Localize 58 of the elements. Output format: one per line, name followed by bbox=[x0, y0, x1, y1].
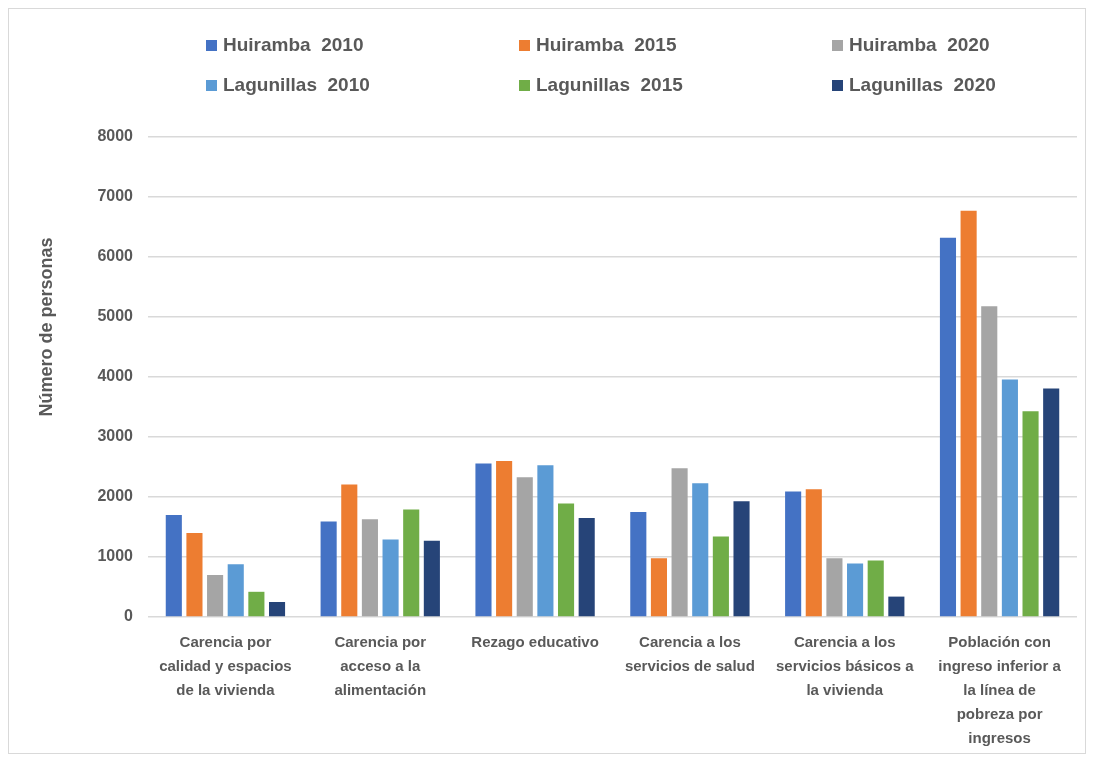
bar bbox=[1001, 379, 1018, 617]
bar bbox=[496, 461, 513, 617]
y-tick-label: 1000 bbox=[97, 547, 134, 565]
y-tick-label: 4000 bbox=[97, 367, 134, 385]
bar bbox=[341, 484, 358, 617]
x-tick-label: Carencia a los servicios básicos a la vivienda bbox=[775, 633, 915, 699]
bar bbox=[888, 596, 905, 617]
bar bbox=[248, 591, 265, 617]
bar bbox=[320, 521, 337, 617]
x-tick-label: Carencia por calidad y espacios de la vivienda bbox=[159, 633, 292, 699]
y-axis-title: Número de personas bbox=[35, 237, 56, 417]
bar bbox=[186, 533, 203, 617]
bar bbox=[578, 518, 595, 617]
x-tick-label: Rezago educativo bbox=[471, 633, 599, 651]
bar bbox=[733, 501, 750, 617]
bar bbox=[207, 575, 224, 617]
bar bbox=[382, 539, 399, 617]
bar bbox=[516, 477, 533, 617]
legend-label: Huiramba 2010 bbox=[223, 34, 364, 56]
bar bbox=[403, 509, 420, 617]
y-tick-label: 5000 bbox=[97, 307, 134, 325]
bar bbox=[423, 540, 440, 617]
legend-label: Lagunillas 2010 bbox=[223, 74, 370, 96]
bar bbox=[867, 560, 884, 617]
legend-label: Lagunillas 2020 bbox=[849, 74, 996, 96]
y-tick-label: 2000 bbox=[97, 487, 134, 505]
bar bbox=[268, 602, 286, 617]
bar bbox=[227, 564, 244, 617]
y-tick-label: 6000 bbox=[97, 247, 134, 265]
y-tick-label: 8000 bbox=[97, 127, 134, 145]
bar bbox=[630, 512, 647, 617]
bar bbox=[650, 558, 667, 617]
legend-label: Lagunillas 2015 bbox=[536, 74, 683, 96]
x-tick-label: Carencia por acceso a la alimentación bbox=[334, 633, 427, 699]
bar bbox=[939, 237, 957, 617]
bar bbox=[361, 519, 378, 617]
bar bbox=[558, 503, 575, 617]
x-tick-label: Carencia a los servicios de salud bbox=[624, 633, 755, 675]
bar bbox=[712, 536, 729, 617]
y-tick-label: 3000 bbox=[97, 427, 134, 445]
bar bbox=[847, 563, 864, 617]
legend-label: Huiramba 2015 bbox=[536, 34, 677, 56]
x-tick-label: Población con ingreso inferior a la línea de pobreza por ingresos bbox=[938, 633, 1062, 747]
bar bbox=[826, 558, 843, 617]
bar bbox=[165, 515, 182, 617]
bar bbox=[785, 491, 802, 617]
y-tick-label: 0 bbox=[124, 607, 134, 625]
bar bbox=[1043, 388, 1060, 617]
bar bbox=[1022, 411, 1039, 617]
legend-label: Huiramba 2020 bbox=[849, 34, 990, 56]
bar bbox=[475, 463, 492, 617]
bar bbox=[692, 483, 709, 617]
bar bbox=[805, 489, 822, 617]
bar bbox=[537, 465, 554, 617]
bar bbox=[981, 306, 998, 617]
bar bbox=[671, 468, 688, 617]
bar bbox=[960, 210, 977, 617]
y-tick-label: 7000 bbox=[97, 187, 134, 205]
